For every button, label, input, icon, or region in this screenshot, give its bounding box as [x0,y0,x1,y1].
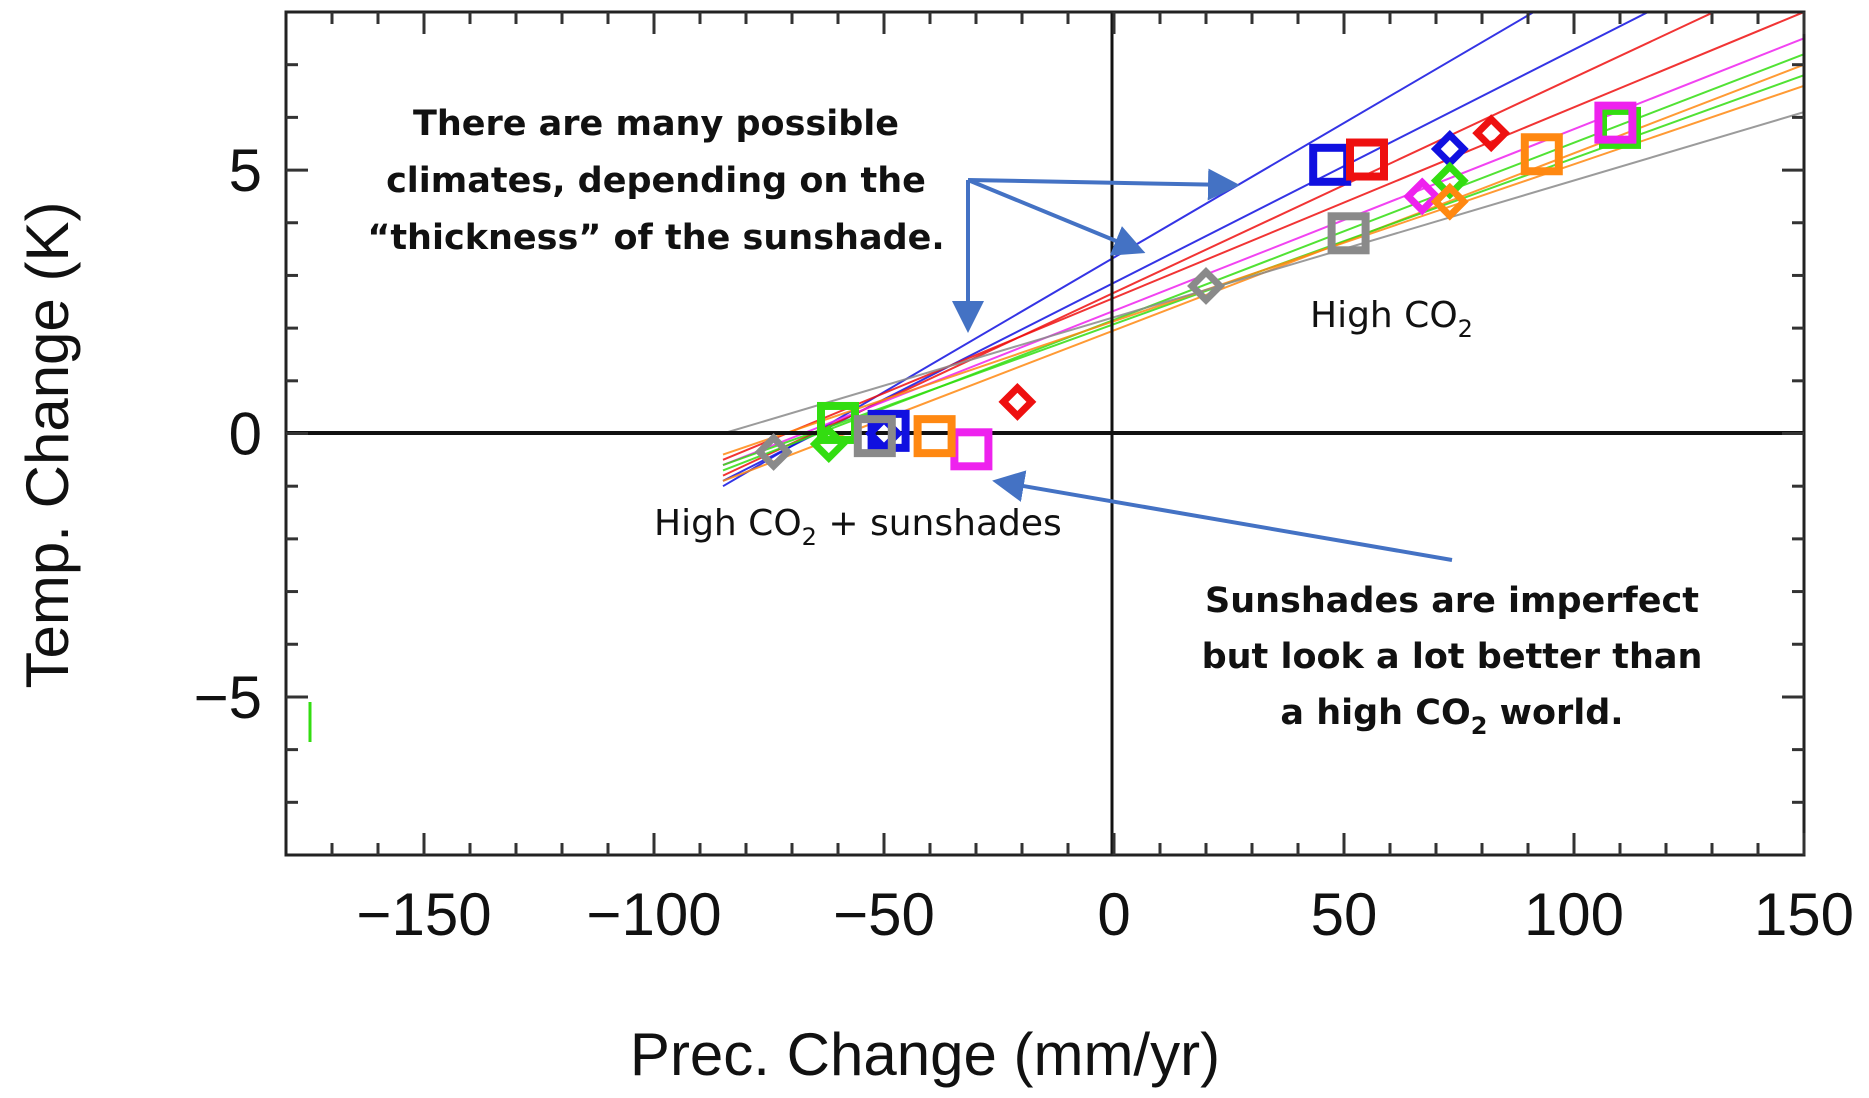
label-sunshades-text: High CO [654,503,802,544]
y-tick-label: 5 [229,137,262,204]
fit-line-blue [722,12,1651,482]
annotation-bottom-line-3-sub: 2 [1471,712,1488,740]
fit-line-red [722,12,1717,477]
arrow-to-mid-line [967,178,1146,256]
high_co2-diamond-green [1430,161,1469,200]
sunshades-square-gray [853,415,896,458]
data-markers [754,101,1641,471]
label-high-co2-sub: 2 [1458,315,1473,343]
annotation-arrows [952,168,1453,562]
y-tick-label: 0 [229,401,262,468]
sunshades-square-orange [913,415,956,458]
sunshades-square-magenta [950,428,993,471]
label-sunshades-sub: 2 [802,523,817,551]
high_co2-diamond-red [1472,114,1511,153]
high_co2-square-green [1599,106,1641,149]
label-sunshades-rest: + sunshades [817,503,1062,544]
x-tick-label: 100 [1524,881,1624,948]
annotation-top-line-3: “thickness” of the sunshade. [367,218,944,258]
sunshades-diamond-green [809,425,848,463]
tick-labels: −150 −100 −50 0 50 100 150−505 [194,137,1854,948]
annotation-bottom-line-3: a high CO2 world. [1280,693,1623,740]
annotation-bottom: Sunshades are imperfect but look a lot b… [1202,581,1703,740]
fit-line-red [722,12,1804,461]
high_co2-diamond-orange [1430,182,1469,221]
axis-ticks [286,12,1806,855]
annotation-bottom-line-2: but look a lot better than [1202,637,1703,677]
label-high-co2: High CO2 [1310,295,1473,343]
high_co2-square-blue [1309,143,1352,186]
high_co2-square-magenta [1594,101,1637,144]
label-sunshades: High CO2 + sunshades [654,503,1062,551]
x-tick-label: 0 [1097,881,1130,948]
high_co2-square-red [1346,138,1388,181]
high_co2-diamond-magenta [1403,177,1442,216]
x-tick-label: −150 [356,881,491,948]
x-tick-label: 150 [1754,881,1854,948]
label-high-co2-text: High CO [1310,295,1458,336]
fit-line-gray [722,111,1804,435]
arrow-to-blue-line [967,168,1240,201]
annotation-bottom-line-3-post: world. [1487,693,1623,733]
x-tick-label: 50 [1311,881,1378,948]
y-tick-label: −5 [194,664,262,731]
sunshades-diamond-red [998,382,1037,421]
x-tick-label: −50 [833,881,935,948]
sunshades-diamond-gray [754,432,793,471]
annotation-top: There are many possible climates, depend… [367,104,944,258]
arrow-to-sunshades [992,470,1453,562]
annotation-top-line-1: There are many possible [413,104,899,144]
y-axis-title: Temp. Change (K) [14,202,81,689]
annotation-bottom-line-1: Sunshades are imperfect [1205,581,1699,621]
high_co2-diamond-gray [1187,267,1225,305]
high_co2-square-gray [1327,212,1370,255]
high_co2-square-orange [1520,133,1563,176]
x-axis-title: Prec. Change (mm/yr) [630,1021,1220,1088]
x-tick-label: −100 [586,881,721,948]
annotation-bottom-line-3-pre: a high CO [1280,693,1470,733]
annotation-top-line-2: climates, depending on the [386,161,926,201]
